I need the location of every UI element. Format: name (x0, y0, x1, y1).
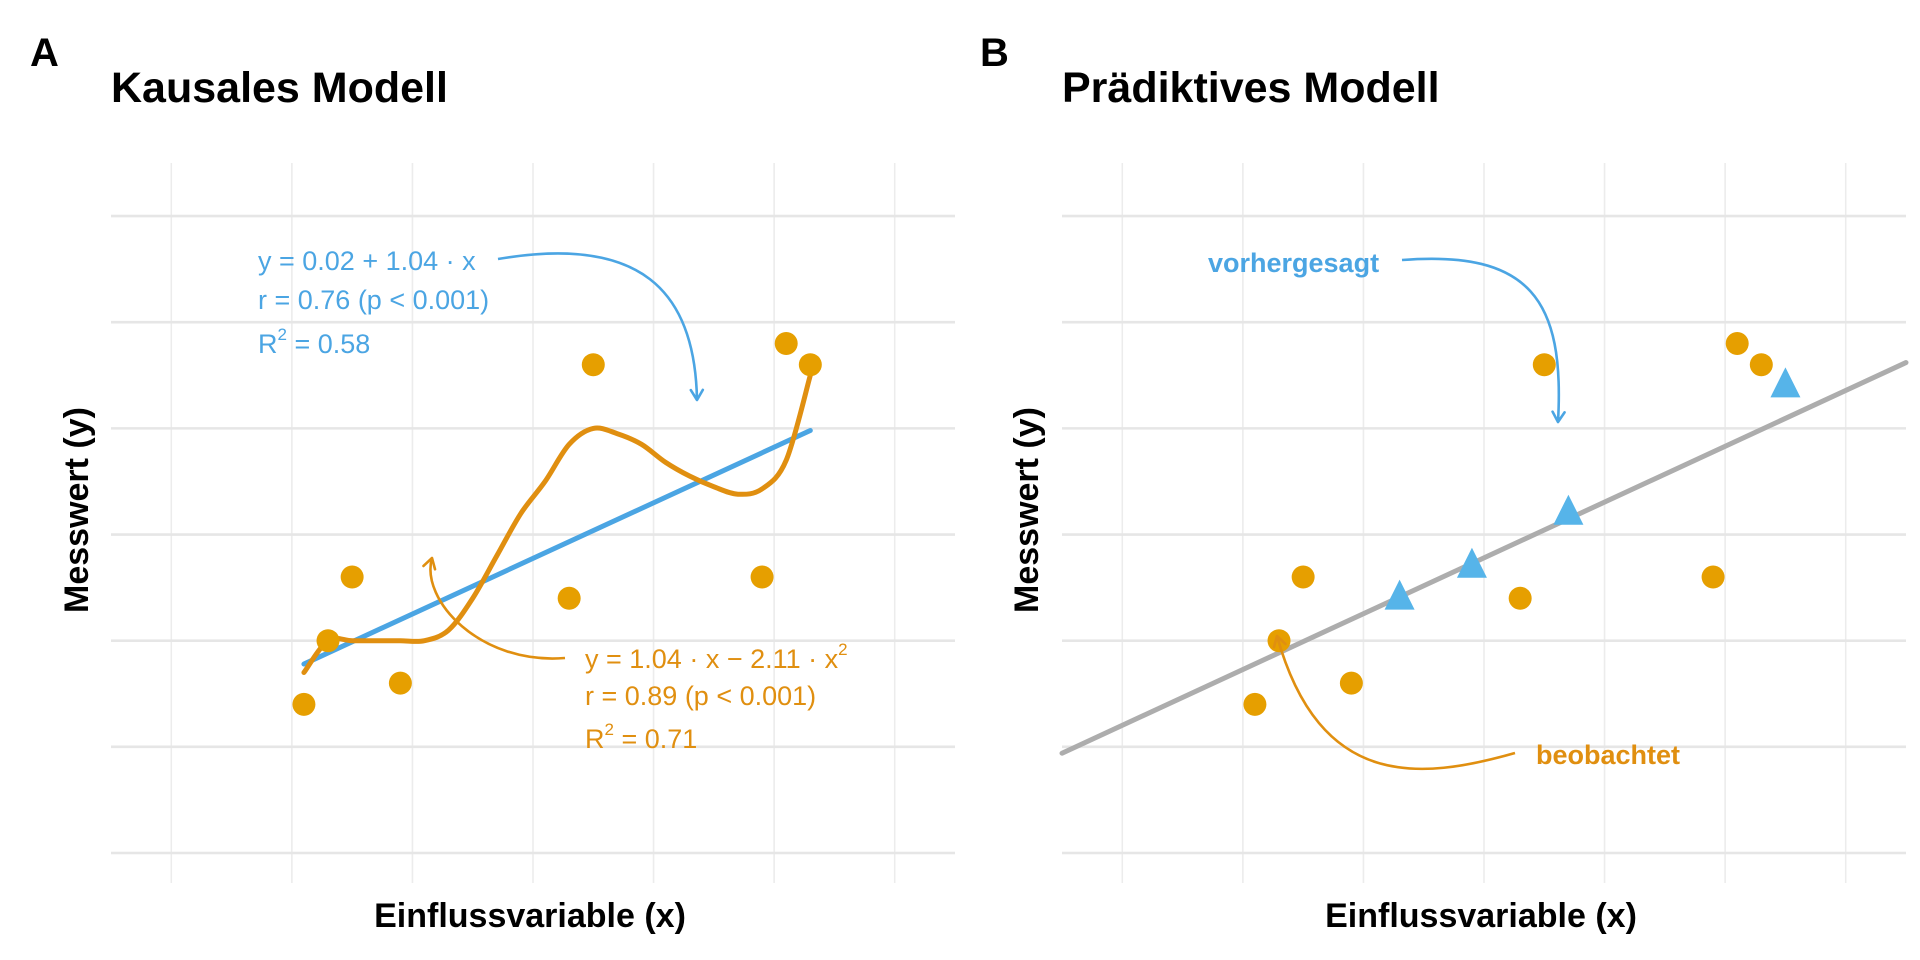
observed-point (1291, 565, 1315, 589)
y-axis-title-a: Messwert (y) (58, 407, 96, 613)
poly-fit-annotation: y = 1.04 · x − 2.11 · x2 r = 0.89 (p < 0… (585, 640, 848, 754)
panel-letter-a: A (30, 31, 59, 75)
predicted-label: vorhergesagt (1208, 248, 1379, 278)
observed-point (1701, 565, 1725, 589)
x-axis-title-a: Einflussvariable (x) (374, 897, 686, 935)
observed-point (388, 671, 412, 695)
linear-r-text: r = 0.76 (p < 0.001) (258, 285, 489, 315)
poly-eq-text: y = 1.04 · x − 2.11 · x2 (585, 640, 848, 674)
observed-point (1339, 671, 1363, 695)
predicted-point (1456, 547, 1487, 578)
observed-point (1749, 353, 1773, 377)
linear-r2-text: R2 = 0.58 (258, 325, 370, 359)
panel-letter-b: B (980, 31, 1009, 75)
lines-b (1059, 360, 1909, 756)
panel-a: A Kausales Modell Einflussvariable (x) M… (30, 31, 955, 935)
observed-point (1508, 586, 1532, 610)
panel-title-b: Prädiktives Modell (1062, 64, 1440, 112)
linear-fit-arrow (497, 252, 705, 402)
linear-eq-text: y = 0.02 + 1.04 · x (258, 246, 476, 276)
grid-a (111, 163, 955, 883)
observed-point (340, 565, 364, 589)
grid-b (1062, 163, 1906, 883)
observed-point (798, 353, 822, 377)
lines-a (301, 372, 813, 676)
points-b (1243, 331, 1801, 716)
regression-line (1059, 360, 1909, 756)
panel-b: B Prädiktives Modell Einflussvariable (x… (980, 31, 1909, 935)
linear-fit-annotation: y = 0.02 + 1.04 · x r = 0.76 (p < 0.001)… (258, 246, 489, 359)
observed-point (557, 586, 581, 610)
observed-point (581, 353, 605, 377)
observed-point (1725, 331, 1749, 355)
observed-point (316, 629, 340, 653)
poly-fit-arrow (422, 556, 566, 660)
points-a (292, 331, 822, 716)
panel-title-a: Kausales Modell (111, 64, 448, 112)
observed-arrow (1272, 634, 1516, 771)
y-axis-title-b: Messwert (y) (1008, 407, 1046, 613)
predicted-point (1384, 579, 1415, 610)
observed-point (1532, 353, 1556, 377)
observed-point (750, 565, 774, 589)
polynomial-fit-curve (301, 372, 813, 676)
poly-r2-text: R2 = 0.71 (585, 720, 697, 754)
linear-fit-line (301, 428, 813, 667)
predicted-point (1553, 494, 1584, 525)
x-axis-title-b: Einflussvariable (x) (1325, 897, 1637, 935)
observed-point (292, 692, 316, 716)
predicted-point (1770, 367, 1801, 398)
observed-point (774, 331, 798, 355)
observed-point (1243, 692, 1267, 716)
predicted-arrow (1401, 257, 1566, 424)
poly-r-text: r = 0.89 (p < 0.001) (585, 681, 816, 711)
observed-label: beobachtet (1536, 740, 1680, 770)
